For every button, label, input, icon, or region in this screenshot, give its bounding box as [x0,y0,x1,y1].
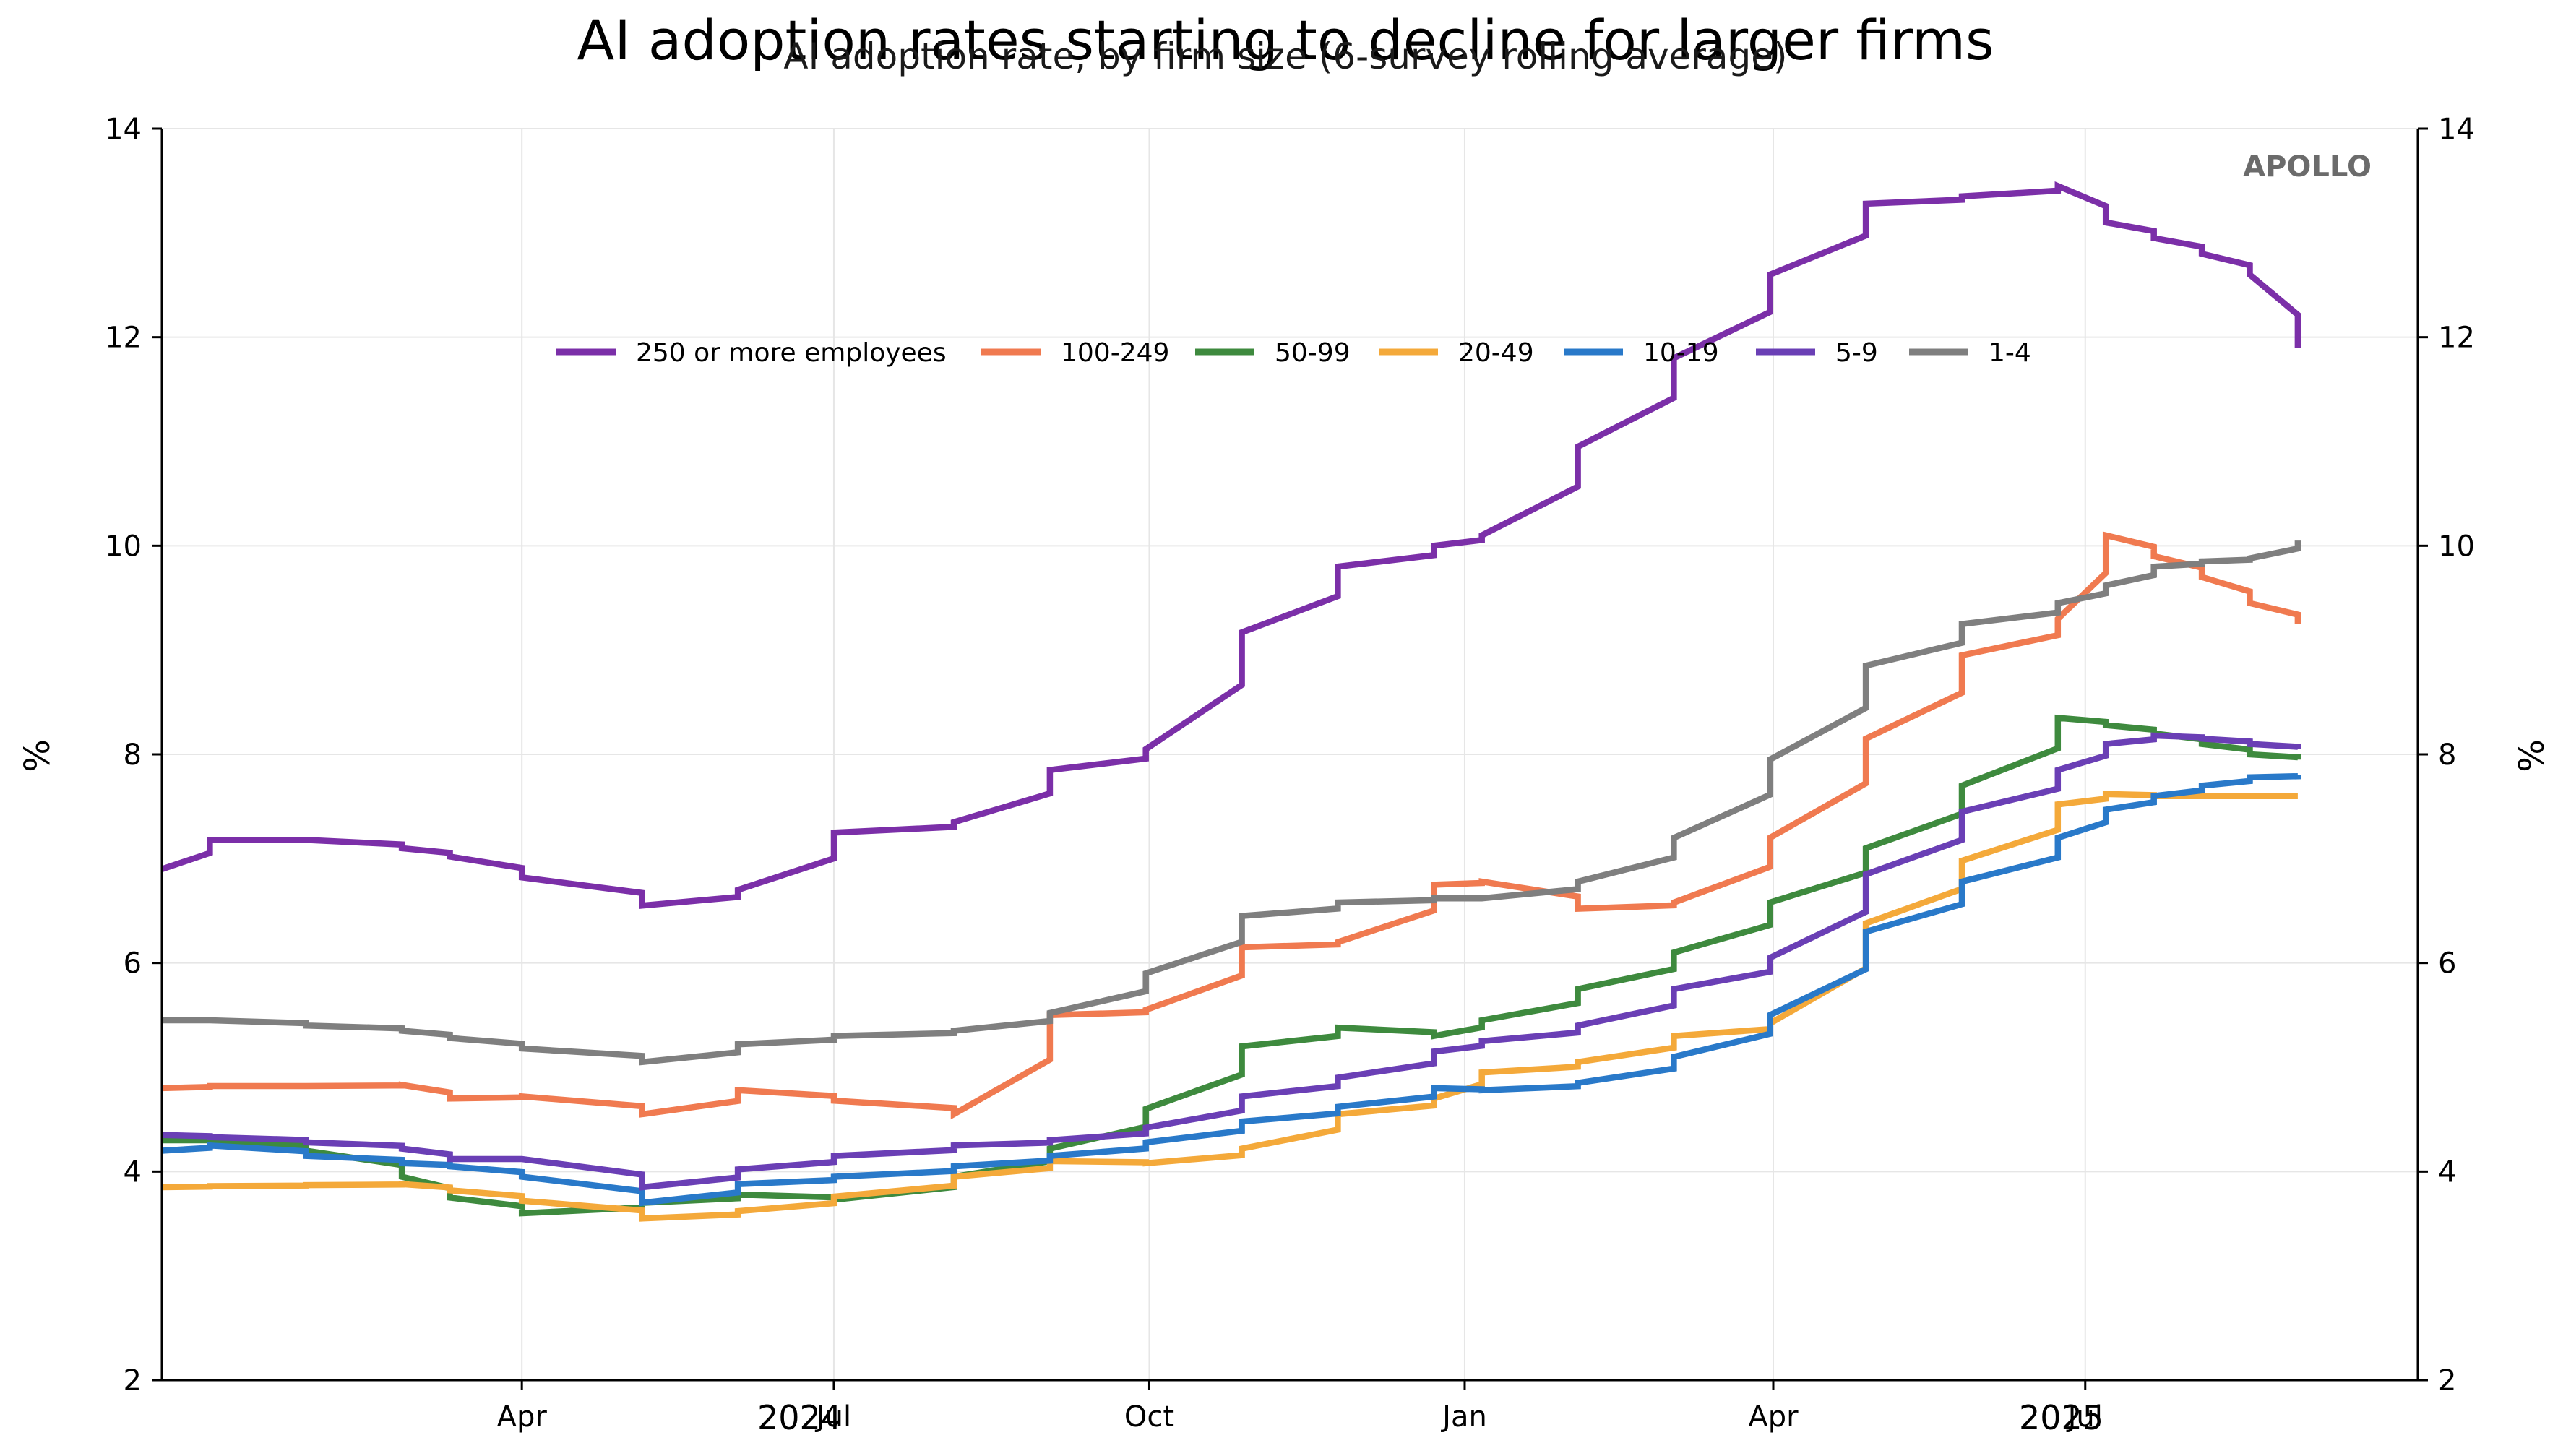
y-tick-label-left: 8 [124,738,142,772]
axes [152,127,2428,1390]
y-tick-label-left: 4 [124,1155,142,1189]
series-line-6 [162,540,2301,1066]
x-tick-label: Apr [1748,1400,1799,1434]
y-tick-label-right: 2 [2438,1364,2456,1397]
y-tick-label-left: 12 [105,322,142,355]
y-tick-label-left: 2 [124,1364,142,1397]
series-line-0 [160,181,2301,909]
legend-label: 100-249 [1061,338,1169,368]
y-axis-label-right: % [2512,739,2552,772]
series-line-1 [161,531,2301,1120]
legend-label: 50-99 [1275,338,1351,368]
series-lines [160,181,2301,1222]
legend-label: 250 or more employees [636,338,947,368]
x-tick-label: Jul [2066,1400,2103,1434]
x-tick-label: Jan [1440,1400,1487,1434]
y-tick-label-left: 10 [105,530,142,563]
y-tick-label-right: 4 [2438,1155,2456,1189]
legend-label: 20-49 [1458,338,1534,368]
legend: 250 or more employees 100-249 50-99 20-49 10… [556,338,2031,368]
y-tick-label-right: 8 [2438,738,2456,772]
legend-label: 5-9 [1835,338,1878,368]
series-line-3 [161,791,2298,1222]
y-tick-label-right: 10 [2438,530,2475,563]
x-tick-label: Oct [1124,1400,1174,1434]
series-line-4 [161,772,2301,1207]
chart-title: AI adoption rates starting to decline fo… [577,8,1994,72]
legend-label: 10-19 [1643,338,1719,368]
chart-subtitle: AI adoption rate, by firm size (6-survey… [783,35,1787,77]
legend-label: 1-4 [1989,338,2031,368]
series-line-5 [161,732,2301,1191]
brand-watermark: APOLLO [2243,150,2372,184]
x-year-label: 2025 [2019,1398,2103,1437]
y-tick-label-right: 14 [2438,113,2475,146]
x-tick-label: Jul [814,1400,851,1434]
y-tick-label-left: 14 [105,113,142,146]
series-line-2 [162,714,2301,1217]
x-tick-label: Apr [497,1400,548,1434]
x-year-label: 2024 [757,1398,842,1437]
y-tick-label-left: 6 [124,947,142,981]
y-tick-label-right: 6 [2438,947,2456,981]
y-tick-label-right: 12 [2438,322,2475,355]
gridlines [162,128,2418,1381]
y-axis-label-left: % [17,739,58,772]
